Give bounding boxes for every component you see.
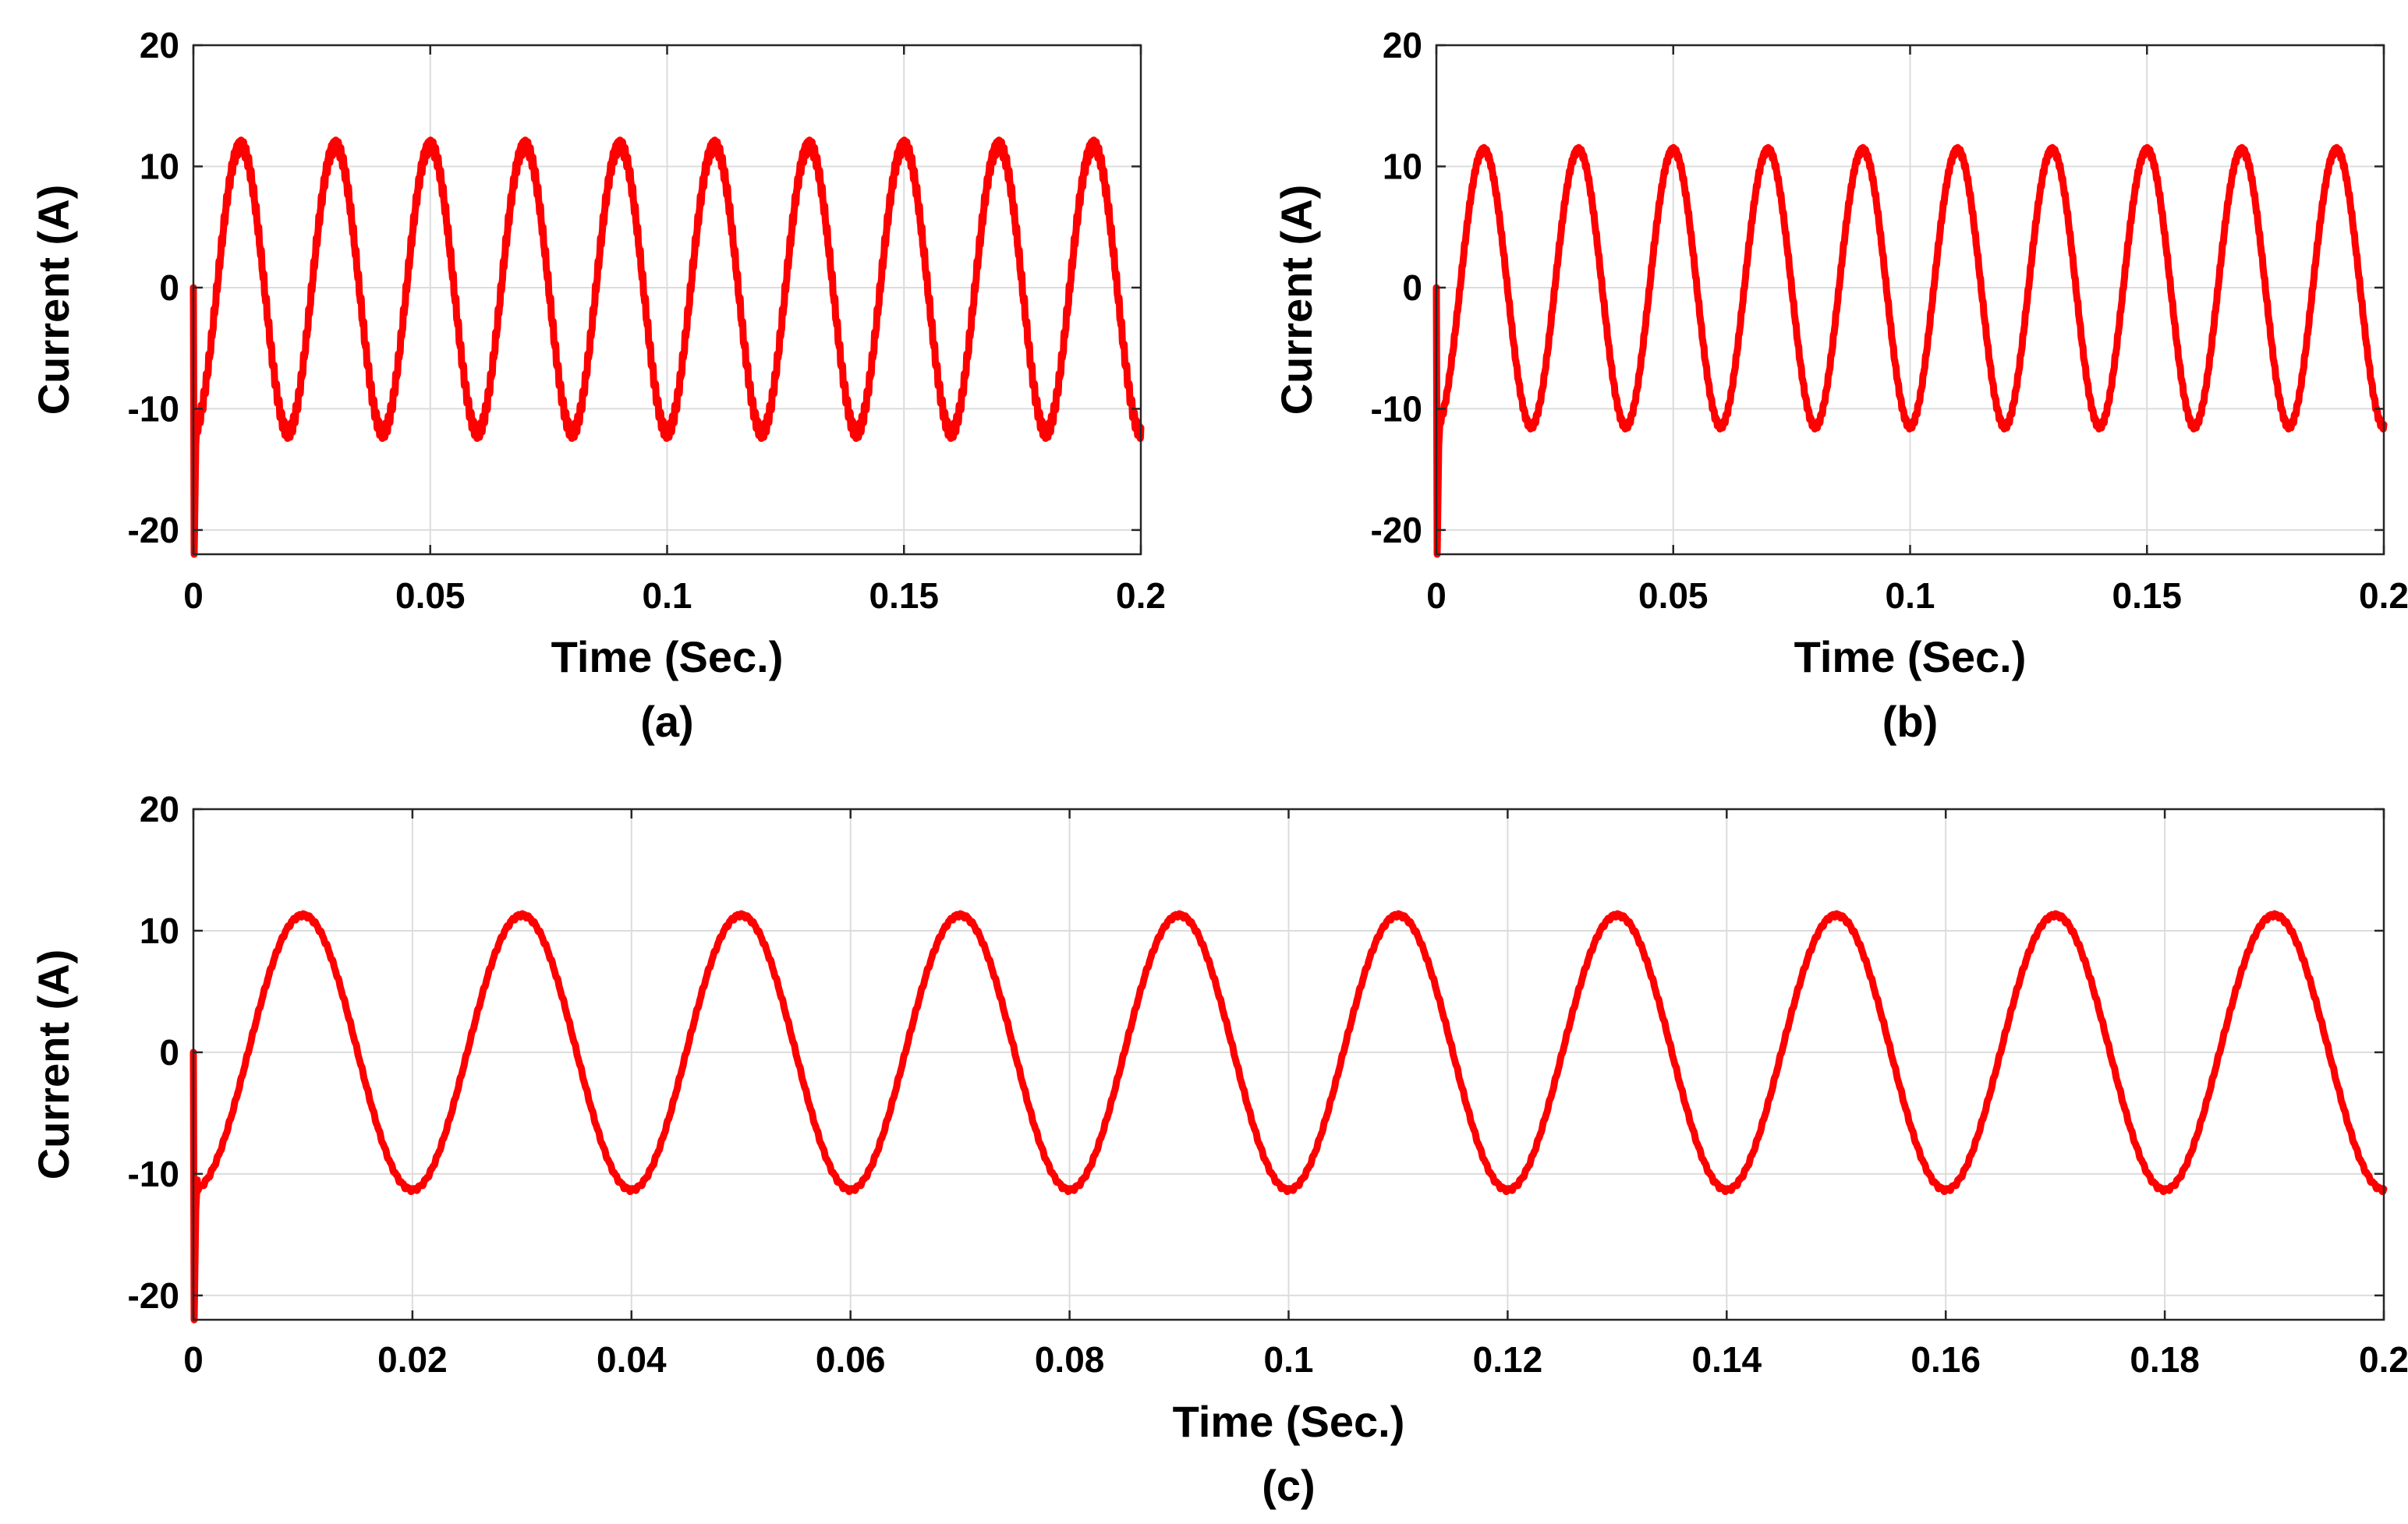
x-tick-label: 0.16 <box>1910 1339 1981 1380</box>
x-tick-label: 0.15 <box>2112 575 2182 616</box>
series-line-current <box>1432 143 2388 558</box>
y-tick-label: 20 <box>140 25 179 65</box>
y-tick-label: 0 <box>159 267 179 308</box>
y-tick-label: 20 <box>140 789 179 829</box>
y-tick-label: -20 <box>1371 510 1422 550</box>
y-axis-label: Current (A) <box>29 949 78 1180</box>
x-tick-label: 0.06 <box>816 1339 886 1380</box>
x-axis-label: Time (Sec.) <box>1173 1397 1405 1446</box>
x-tick-label: 0.02 <box>377 1339 448 1380</box>
x-tick-label: 0.1 <box>1264 1339 1314 1380</box>
y-axis-label: Current (A) <box>1272 185 1321 415</box>
x-tick-label: 0 <box>183 575 204 616</box>
y-tick-label: 10 <box>1383 146 1422 186</box>
x-tick-label: 0 <box>183 1339 204 1380</box>
y-tick-label: 0 <box>1402 267 1422 308</box>
x-tick-label: 0.2 <box>2359 575 2408 616</box>
x-tick-label: 0.04 <box>597 1339 667 1380</box>
x-tick-label: 0.12 <box>1473 1339 1543 1380</box>
y-tick-label: 10 <box>140 146 179 186</box>
y-tick-label: -10 <box>1371 388 1422 429</box>
x-tick-label: 0.05 <box>1638 575 1709 616</box>
x-tick-label: 0.18 <box>2130 1339 2200 1380</box>
y-tick-label: 20 <box>1383 25 1422 65</box>
x-axis-label: Time (Sec.) <box>1794 632 2027 681</box>
x-tick-label: 0.1 <box>1886 575 1935 616</box>
series-line-current <box>189 910 2388 1324</box>
x-tick-label: 0.2 <box>1116 575 1166 616</box>
subplot-caption: (c) <box>1262 1461 1315 1510</box>
y-tick-label: -10 <box>128 1154 179 1194</box>
y-axis-label: Current (A) <box>29 185 78 415</box>
series-line-current <box>189 136 1145 558</box>
x-tick-label: 0 <box>1426 575 1447 616</box>
x-tick-label: 0.2 <box>2359 1339 2408 1380</box>
y-tick-label: -10 <box>128 388 179 429</box>
x-axis-label: Time (Sec.) <box>551 632 784 681</box>
y-tick-label: 10 <box>140 911 179 951</box>
chart-b: 0 0.05 0.1 0.15 0.2 -20 -10 0 10 20 Time (Sec.) Cur… <box>1272 25 2408 746</box>
chart-a: 0 0.05 0.1 0.15 0.2 -20 -10 0 10 20 Time (Sec.) Cur… <box>29 25 1166 746</box>
x-tick-label: 0.1 <box>643 575 692 616</box>
x-tick-label: 0.15 <box>869 575 939 616</box>
x-tick-label: 0.14 <box>1692 1339 1762 1380</box>
subplot-caption: (b) <box>1882 697 1939 746</box>
chart-c: 0 0.02 0.04 0.06 0.08 0.1 0.12 0.14 0.16 0.18 0.2 -… <box>29 789 2408 1510</box>
y-tick-label: -20 <box>128 510 179 550</box>
y-tick-label: -20 <box>128 1275 179 1316</box>
x-tick-label: 0.08 <box>1035 1339 1105 1380</box>
y-tick-label: 0 <box>159 1032 179 1073</box>
x-tick-label: 0.05 <box>395 575 466 616</box>
subplot-caption: (a) <box>640 697 693 746</box>
